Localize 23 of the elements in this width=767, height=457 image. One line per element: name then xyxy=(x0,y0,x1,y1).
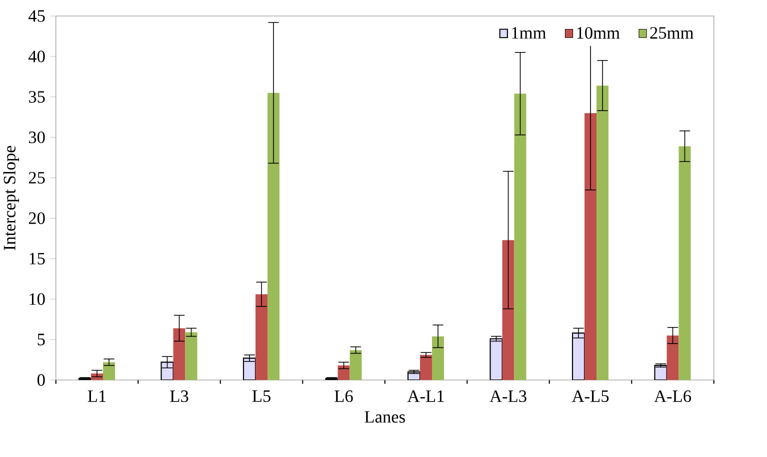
y-axis-title: Intercept Slope xyxy=(3,146,19,250)
x-tick-label: A-L1 xyxy=(407,390,444,402)
x-tick-label: A-L3 xyxy=(490,390,526,402)
legend-label: 25mm xyxy=(650,27,694,39)
x-axis-title: Lanes xyxy=(364,411,405,423)
y-tick-label: 15 xyxy=(30,252,45,264)
y-tick-label: 10 xyxy=(30,293,45,305)
y-tick-label: 30 xyxy=(28,131,45,144)
x-tick-label: L5 xyxy=(252,390,270,402)
y-tick-label: 25 xyxy=(28,172,45,184)
legend-label: 1mm xyxy=(512,27,546,39)
legend-label: 10mm xyxy=(577,27,620,39)
x-tick-label: A-L6 xyxy=(654,390,692,402)
y-tick-label: 0 xyxy=(37,374,45,386)
y-tick-label: 45 xyxy=(28,10,45,22)
x-tick-label: A-L5 xyxy=(572,390,609,402)
x-tick-label: L6 xyxy=(334,390,353,402)
y-tick-label: 35 xyxy=(28,91,45,103)
x-tick-label: L3 xyxy=(170,390,188,402)
y-tick-label: 20 xyxy=(28,212,45,224)
x-tick-label: L1 xyxy=(88,390,106,402)
y-tick-label: 5 xyxy=(38,334,45,346)
y-tick-label: 40 xyxy=(28,50,45,62)
